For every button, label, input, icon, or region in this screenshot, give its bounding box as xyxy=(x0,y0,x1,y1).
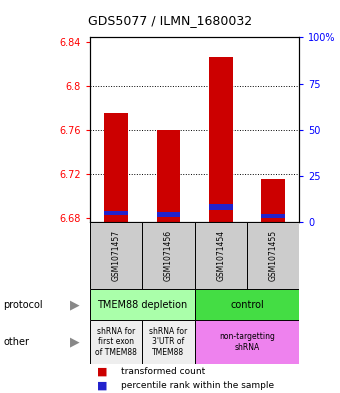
Bar xyxy=(90,320,142,364)
Text: GSM1071455: GSM1071455 xyxy=(269,230,277,281)
Text: ■: ■ xyxy=(97,366,107,376)
Bar xyxy=(247,222,299,289)
Text: percentile rank within the sample: percentile rank within the sample xyxy=(121,382,274,390)
Text: TMEM88 depletion: TMEM88 depletion xyxy=(97,299,187,310)
Bar xyxy=(261,214,285,218)
Text: transformed count: transformed count xyxy=(121,367,205,376)
Text: other: other xyxy=(3,337,29,347)
Bar xyxy=(104,113,128,222)
Bar xyxy=(261,179,285,222)
Bar xyxy=(90,289,194,320)
Bar xyxy=(194,222,247,289)
Bar xyxy=(90,222,142,289)
Bar xyxy=(157,212,180,217)
Bar xyxy=(104,211,128,215)
Bar xyxy=(142,320,194,364)
Text: ▶: ▶ xyxy=(70,298,80,311)
Text: GSM1071457: GSM1071457 xyxy=(112,230,121,281)
Text: ■: ■ xyxy=(97,381,107,391)
Text: ▶: ▶ xyxy=(70,335,80,349)
Text: non-targetting
shRNA: non-targetting shRNA xyxy=(219,332,275,352)
Bar xyxy=(142,222,194,289)
Bar xyxy=(209,57,233,222)
Text: shRNA for
first exon
of TMEM88: shRNA for first exon of TMEM88 xyxy=(95,327,137,357)
Text: shRNA for
3'UTR of
TMEM88: shRNA for 3'UTR of TMEM88 xyxy=(149,327,188,357)
Bar xyxy=(194,320,299,364)
Text: GSM1071456: GSM1071456 xyxy=(164,230,173,281)
Text: GSM1071454: GSM1071454 xyxy=(216,230,225,281)
Text: GDS5077 / ILMN_1680032: GDS5077 / ILMN_1680032 xyxy=(88,14,252,27)
Text: control: control xyxy=(230,299,264,310)
Text: protocol: protocol xyxy=(3,299,43,310)
Bar xyxy=(194,289,299,320)
Bar xyxy=(209,204,233,210)
Bar xyxy=(157,130,180,222)
